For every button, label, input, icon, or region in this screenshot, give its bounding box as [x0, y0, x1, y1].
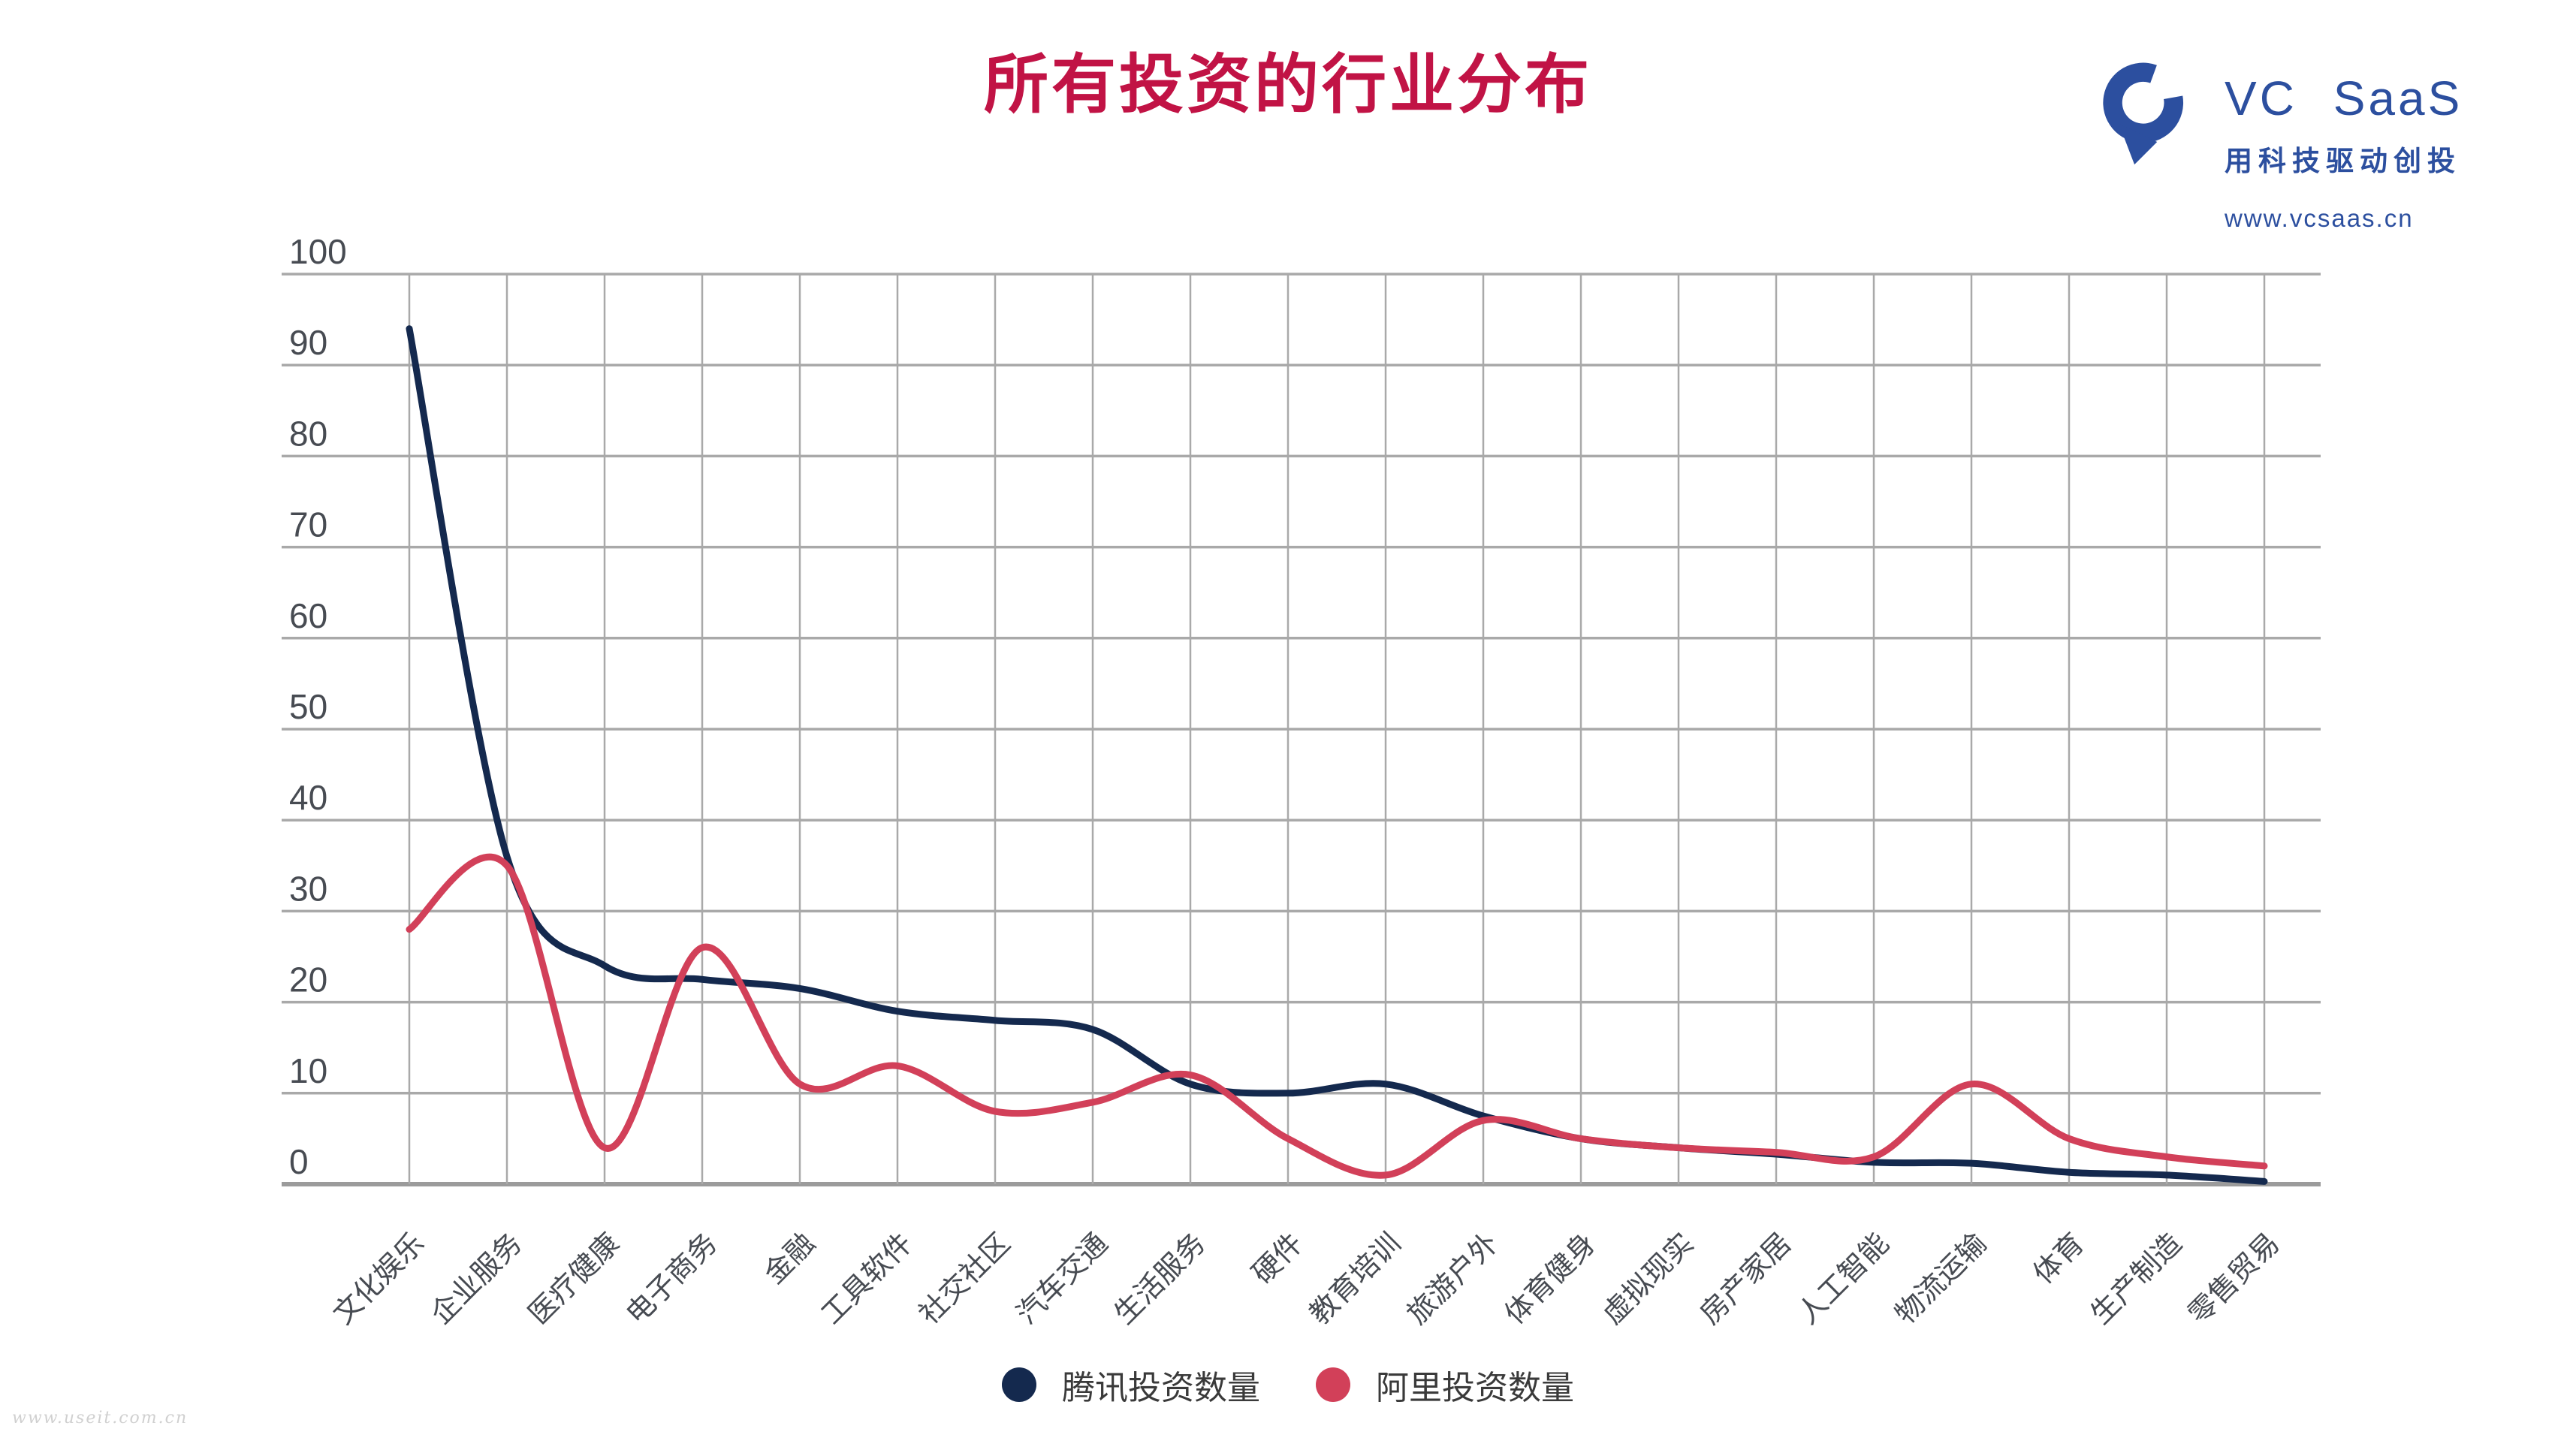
x-axis-category-label: 体育: [2028, 1228, 2090, 1290]
brand-name: VC SaaS: [2225, 71, 2463, 125]
x-axis-category-label: 教育培训: [1304, 1228, 1407, 1331]
tencent-series-dot-icon: [1002, 1367, 1036, 1402]
y-axis-tick-label: 70: [289, 505, 327, 544]
y-axis-tick-label: 40: [289, 778, 327, 817]
tencent-series-line: [406, 325, 2268, 1185]
y-axis-tick-label: 90: [289, 323, 327, 362]
y-axis-tick-label: 0: [289, 1142, 309, 1181]
y-axis-tick-label: 60: [289, 596, 327, 635]
x-axis-category-label: 金融: [759, 1228, 821, 1290]
x-axis-category-label: 电子商务: [620, 1228, 723, 1331]
alibaba-series-line: [406, 853, 2268, 1179]
legend-label-tencent: 腾讯投资数量: [1062, 1370, 1260, 1406]
x-axis-category-label: 社交社区: [913, 1228, 1016, 1331]
chart-legend: 腾讯投资数量 阿里投资数量: [0, 1361, 2576, 1409]
x-axis-category-label: 房产家居: [1694, 1228, 1797, 1331]
x-axis-category-label: 企业服务: [425, 1228, 528, 1331]
y-axis-tick-label: 50: [289, 687, 327, 726]
y-axis-tick-label: 10: [289, 1051, 327, 1090]
x-axis-category-label: 虚拟现实: [1597, 1228, 1700, 1331]
y-axis-tick-label: 30: [289, 869, 327, 908]
y-axis-tick-label: 100: [289, 232, 347, 271]
x-axis-category-label: 生活服务: [1109, 1228, 1211, 1331]
x-axis-category-label: 零售贸易: [2182, 1228, 2285, 1331]
x-axis-category-label: 汽车交通: [1011, 1228, 1114, 1331]
y-axis-tick-label: 20: [289, 960, 327, 999]
x-axis-category-label: 医疗健康: [523, 1228, 626, 1331]
x-axis-category-label: 物流运输: [1890, 1228, 1992, 1331]
brand-slogan: 用科技驱动创投: [2225, 146, 2461, 176]
x-axis-category-label: 工具软件: [816, 1228, 918, 1331]
x-axis-category-label: 体育健身: [1499, 1228, 1602, 1331]
x-axis-category-label: 人工智能: [1792, 1228, 1895, 1331]
alibaba-series-dot-icon: [1316, 1367, 1350, 1402]
page-title: 所有投资的行业分布: [984, 49, 1592, 121]
brand-url: www.vcsaas.cn: [2225, 204, 2414, 232]
x-axis-category-label: 生产制造: [2085, 1228, 2188, 1331]
watermark: www.useit.com.cn: [12, 1409, 189, 1427]
legend-item-alibaba: 阿里投资数量: [1316, 1361, 1574, 1409]
legend-label-alibaba: 阿里投资数量: [1376, 1370, 1574, 1406]
legend-item-tencent: 腾讯投资数量: [1002, 1361, 1260, 1409]
vcsaas-logo-icon: [2103, 62, 2184, 165]
x-axis-category-label: 旅游户外: [1401, 1228, 1504, 1331]
x-axis-category-label: 硬件: [1247, 1228, 1309, 1290]
x-axis-category-label: 文化娱乐: [327, 1228, 430, 1331]
y-axis-tick-label: 80: [289, 414, 327, 453]
